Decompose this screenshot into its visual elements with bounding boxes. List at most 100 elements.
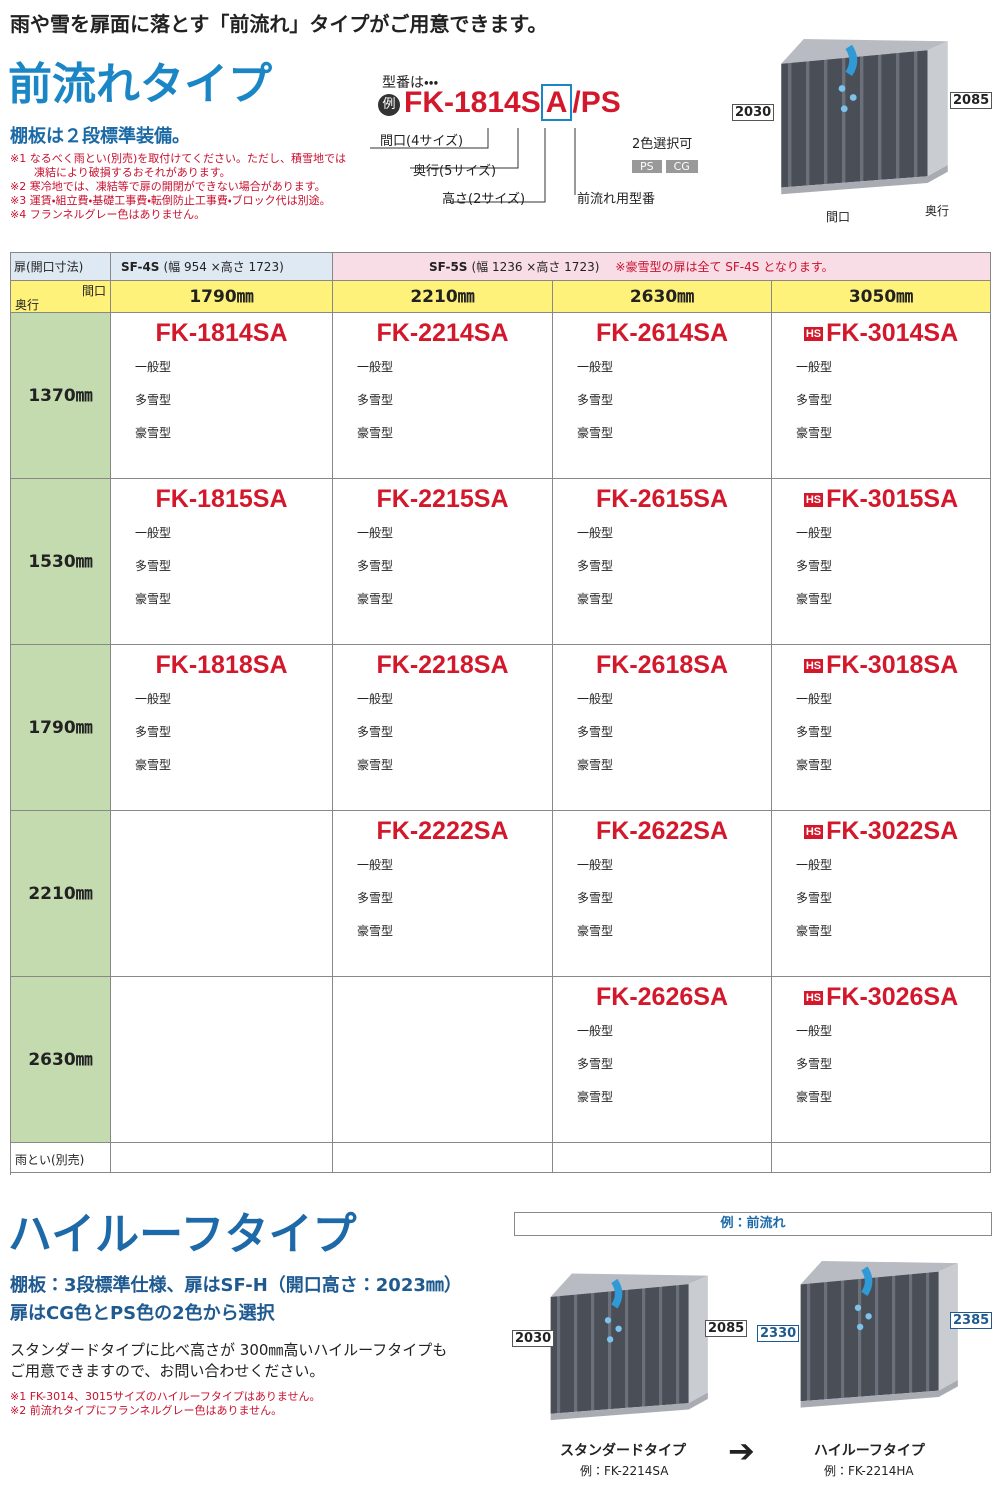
note: ※2 寒冷地では、凍結等で扉の開閉ができない場合があります。 [10, 180, 326, 193]
model-name: FK-2214SA [376, 319, 509, 347]
snow-type: 豪雪型 [357, 924, 394, 938]
shed-illustration [790, 1240, 960, 1435]
column-header: 2630㎜ [553, 281, 772, 313]
table-cell: FK-2214SA 一般型 多雪型 豪雪型 [333, 313, 553, 479]
row-header: 1370㎜ [11, 313, 111, 479]
snow-type: 一般型 [357, 858, 394, 872]
snow-type: 豪雪型 [796, 426, 833, 440]
snow-type: 一般型 [357, 360, 394, 374]
table-cell [333, 1143, 553, 1173]
dimension: 2030 [512, 1330, 555, 1347]
row-header: 1530㎜ [11, 479, 111, 645]
standard-code: 例：FK-2214SA [580, 1464, 669, 1478]
snow-type: 一般型 [796, 1024, 833, 1038]
tagline: 雨や雪を扉面に落とす「前流れ」タイプがご用意できます。 [10, 12, 548, 36]
hs-badge: HS [803, 327, 824, 341]
code-type: A [540, 84, 573, 121]
note: ※1 なるべく雨とい(別売)を取付けてください。ただし、積雪地では [10, 152, 346, 165]
table-cell: FK-2618SA 一般型 多雪型 豪雪型 [553, 645, 772, 811]
table-cell [111, 1143, 333, 1173]
snow-type: 一般型 [357, 692, 394, 706]
door-size: (幅 954 ×高さ 1723) [163, 260, 284, 274]
model-code: FK-2214SA [333, 319, 552, 348]
snow-type: 多雪型 [357, 393, 394, 407]
dimension: 間口 [826, 210, 851, 224]
model-name: FK-2615SA [596, 485, 728, 513]
corner-depth: 奥行 [15, 298, 40, 312]
snow-type: 一般型 [796, 692, 833, 706]
door-group: SF-4S (幅 954 ×高さ 1723) [111, 253, 333, 281]
code-main: FK-1814S [404, 86, 541, 119]
table-cell [772, 1143, 991, 1173]
line: ご用意できますので、お問い合わせください。 [10, 1362, 325, 1380]
model-name: FK-2614SA [596, 319, 728, 347]
model-name: FK-3022SA [826, 817, 959, 845]
snow-type: 豪雪型 [796, 924, 833, 938]
snow-type: 一般型 [135, 360, 172, 374]
row-header: 2210㎜ [11, 811, 111, 977]
model-code: FK-2615SA [553, 485, 771, 514]
dimension: 2085 [705, 1320, 748, 1337]
snow-type: 一般型 [577, 526, 614, 540]
table-cell: FK-1818SA 一般型 多雪型 豪雪型 [111, 645, 333, 811]
high-name: ハイルーフタイプ [814, 1443, 925, 1459]
height-label: 高さ(2サイズ) [442, 192, 526, 207]
model-code: FK-2618SA [553, 651, 771, 680]
snow-type: 豪雪型 [577, 592, 614, 606]
model-code: HS FK-3026SA [772, 983, 990, 1012]
table-cell: FK-1814SA 一般型 多雪型 豪雪型 [111, 313, 333, 479]
note: ※3 運賃・組立費・基礎工事費・転倒防止工事費・ブロック代は別途。 [10, 194, 331, 207]
model-name: FK-1818SA [155, 651, 288, 679]
model-code: FK-2218SA [333, 651, 552, 680]
door-name: SF-5S [429, 260, 468, 274]
color-chips: PS CG [632, 155, 702, 174]
code-color: /PS [572, 86, 621, 119]
row-header: 2630㎜ [11, 977, 111, 1143]
snow-type: 一般型 [796, 858, 833, 872]
corner-width: 間口 [81, 284, 106, 298]
snow-type: 多雪型 [135, 393, 172, 407]
snow-type: 多雪型 [577, 1057, 614, 1071]
model-name: FK-3026SA [826, 983, 959, 1011]
hs-badge: HS [803, 659, 824, 673]
snow-type: 一般型 [796, 526, 833, 540]
model-code: FK-2622SA [553, 817, 771, 846]
type-label: 前流れ用型番 [577, 192, 656, 207]
table-cell: HS FK-3014SA 一般型 多雪型 豪雪型 [772, 313, 991, 479]
table-cell: FK-2222SA 一般型 多雪型 豪雪型 [333, 811, 553, 977]
snow-type: 一般型 [357, 526, 394, 540]
snow-type: 一般型 [577, 360, 614, 374]
snow-type: 多雪型 [577, 891, 614, 905]
color-chip: PS [632, 160, 662, 173]
high-roof-title: ハイルーフタイプ [8, 1209, 357, 1260]
model-name: FK-3014SA [826, 319, 959, 347]
snow-type: 豪雪型 [796, 1090, 833, 1104]
high-roof-lines: 棚板：3段標準仕様、扉はSF-H（開口高さ：2023㎜） 扉はCG色とPS色の2色… [10, 1272, 462, 1328]
snow-type: 多雪型 [577, 559, 614, 573]
model-name: FK-2618SA [596, 651, 728, 679]
door-group: SF-5S (幅 1236 ×高さ 1723) ※豪雪型の扉は全て SF-4S とな… [333, 253, 991, 281]
table-cell: FK-2615SA 一般型多雪型豪雪型 [553, 479, 772, 645]
door-header: 扉(開口寸法) [11, 253, 111, 281]
snow-type: 一般型 [577, 858, 614, 872]
door-size: (幅 1236 ×高さ 1723) [471, 260, 600, 274]
model-name: FK-1814SA [155, 319, 288, 347]
snow-type: 豪雪型 [577, 924, 614, 938]
model-name: FK-2222SA [376, 817, 509, 845]
snow-type: 豪雪型 [357, 592, 394, 606]
notes: ※1 FK-3014、3015サイズのハイルーフタイプはありません。 ※2 前流れ… [10, 1390, 321, 1418]
snow-type: 多雪型 [796, 725, 833, 739]
code: FK-1814S A/PS [404, 84, 621, 121]
model-name: FK-2622SA [596, 817, 728, 845]
model-name: FK-1815SA [155, 485, 288, 513]
badge: 例 [378, 94, 400, 116]
dimension: 2330 [757, 1325, 800, 1342]
snow-type: 多雪型 [796, 1057, 833, 1071]
snow-type: 多雪型 [135, 725, 172, 739]
dimension: 奥行 [925, 204, 950, 218]
snow-type: 豪雪型 [796, 758, 833, 772]
table-cell [111, 811, 333, 977]
code-lines [370, 128, 576, 203]
example-header: 例：前流れ [514, 1212, 992, 1236]
